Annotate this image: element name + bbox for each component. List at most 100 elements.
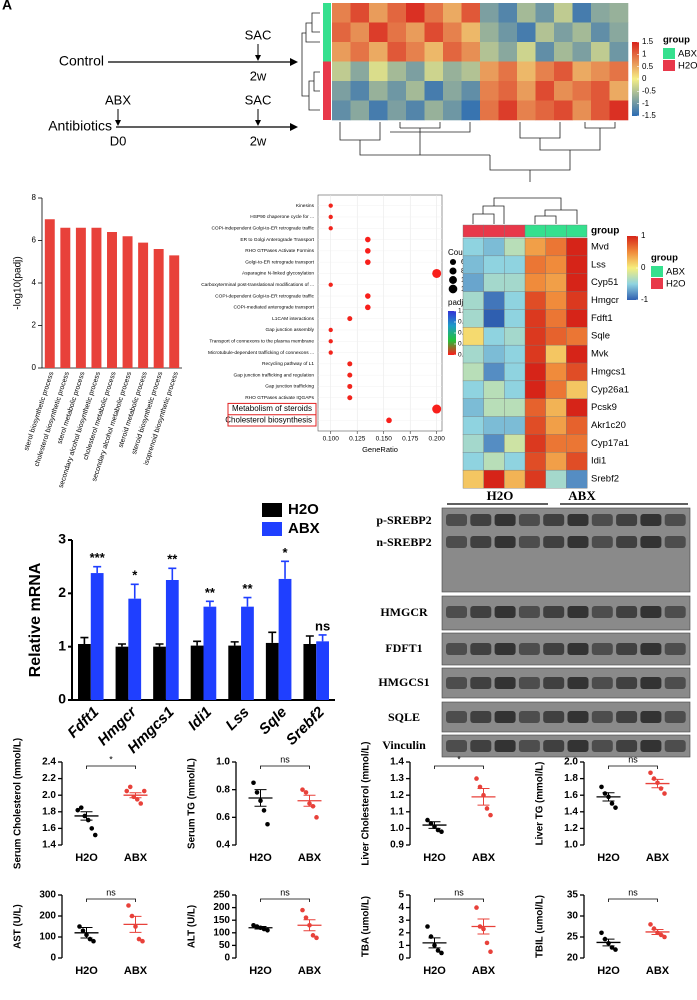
blot-band — [470, 711, 492, 723]
category-label: L1CAM interactions — [272, 316, 314, 322]
blot-band — [591, 677, 613, 689]
heatmap-cell — [462, 273, 485, 293]
blot-label: FDFT1 — [385, 641, 422, 655]
heatmap-cell — [591, 22, 610, 43]
point — [662, 791, 667, 796]
heatmap-cell — [424, 61, 444, 82]
category-label: Asparagine N-linked glycosylation — [242, 271, 314, 277]
significance: ns — [628, 754, 638, 764]
blot-band — [446, 740, 467, 752]
heatmap-cell — [424, 22, 444, 43]
heatmap-cell — [483, 327, 505, 346]
blot-band — [664, 711, 686, 723]
heatmap-cell — [462, 416, 485, 435]
heatmap-cell — [504, 255, 526, 275]
heatmap-cell — [566, 434, 588, 453]
bar — [203, 606, 217, 700]
error-bar — [651, 778, 664, 789]
blot-band — [494, 536, 516, 548]
heatmap-cell — [609, 3, 629, 23]
heatmap-cell — [406, 81, 425, 101]
y-tick-label: 0 — [58, 691, 66, 707]
heatmap-cell — [483, 291, 505, 310]
heatmap-cell — [591, 100, 610, 121]
point — [303, 790, 309, 795]
blot-band — [664, 514, 686, 526]
dot — [365, 248, 371, 254]
point — [134, 797, 140, 802]
x-tick-label: ABX — [298, 965, 322, 977]
colorbar-label: 1 — [641, 231, 646, 240]
blot-band — [543, 740, 565, 752]
row-annotation — [323, 22, 331, 42]
significance: ns — [315, 618, 330, 633]
heatmap-cell — [566, 452, 588, 471]
x-tick-label: ABX — [472, 965, 496, 977]
size-legend-dot — [448, 284, 458, 294]
heatmap-cell — [406, 61, 425, 82]
point — [140, 938, 145, 944]
heatmap-cell — [545, 273, 567, 293]
blot-band — [640, 677, 662, 689]
timeline-label: Control — [59, 53, 104, 69]
y-tick-label: 1.4 — [42, 840, 56, 851]
category-label: COPI-independent Golgi-to-ER retrograde … — [211, 226, 314, 232]
blot-band — [446, 606, 467, 618]
heatmap-cell — [609, 100, 629, 121]
heatmap-cell — [332, 3, 351, 23]
significance: * — [457, 754, 461, 764]
error-bar — [130, 583, 139, 599]
blot-band — [664, 643, 686, 655]
heatmap-cell — [387, 42, 407, 62]
y-axis-label: Relative mRNA — [27, 562, 44, 677]
heatmap-cell — [443, 42, 462, 62]
colorbar-label: 1 — [642, 49, 647, 58]
heatmap-cell — [462, 398, 485, 418]
y-axis-label: ALT (U/L) — [187, 905, 198, 948]
heatmap-cell — [504, 327, 526, 346]
heatmap-cell — [566, 362, 588, 382]
x-axis-label: GeneRatio — [362, 445, 398, 454]
y-tick-label: 1.0 — [216, 757, 230, 768]
heatmap-cell — [332, 61, 351, 82]
heatmap-cell — [350, 61, 370, 82]
y-axis-label: Liver TG (mmol/L) — [535, 762, 546, 846]
annotation-label: group — [591, 226, 619, 237]
event-bottom: 2w — [250, 68, 267, 83]
heatmap-cell — [483, 452, 505, 471]
heatmap-cell — [483, 434, 505, 453]
significance: ns — [628, 887, 638, 897]
heatmap-cell — [609, 81, 629, 101]
row-label: Mvk — [591, 349, 609, 360]
point — [474, 905, 479, 910]
y-tick-label: 6 — [32, 236, 37, 245]
error-bar — [193, 640, 202, 646]
blot-band — [543, 606, 565, 618]
heatmap-cell — [535, 42, 555, 62]
dot — [347, 316, 353, 322]
blot-band — [616, 606, 638, 618]
blot-band — [446, 514, 467, 526]
heatmap-cell — [572, 81, 592, 101]
colorbar-label: 0 — [642, 74, 647, 83]
arrowhead — [290, 58, 298, 66]
heatmap-cell — [591, 3, 610, 23]
heatmap-cell — [524, 344, 547, 364]
legend-swatch — [651, 278, 663, 289]
y-axis-label: AST (U/L) — [13, 904, 24, 949]
heatmap-cell — [480, 22, 499, 43]
heatmap-cell — [424, 42, 444, 62]
heatmap-cell — [483, 344, 505, 364]
point — [124, 788, 130, 794]
y-tick-label: 1.6 — [42, 823, 56, 834]
heatmap-cell — [387, 61, 407, 82]
heatmap-cell — [591, 61, 610, 82]
bar — [128, 598, 142, 700]
blot-band — [640, 606, 662, 618]
blot-band — [567, 677, 589, 689]
heatmap-cell — [517, 81, 536, 101]
point — [136, 936, 142, 942]
heatmap-cell — [554, 42, 573, 62]
point — [599, 784, 604, 790]
y-tick-label: 150 — [213, 915, 230, 926]
